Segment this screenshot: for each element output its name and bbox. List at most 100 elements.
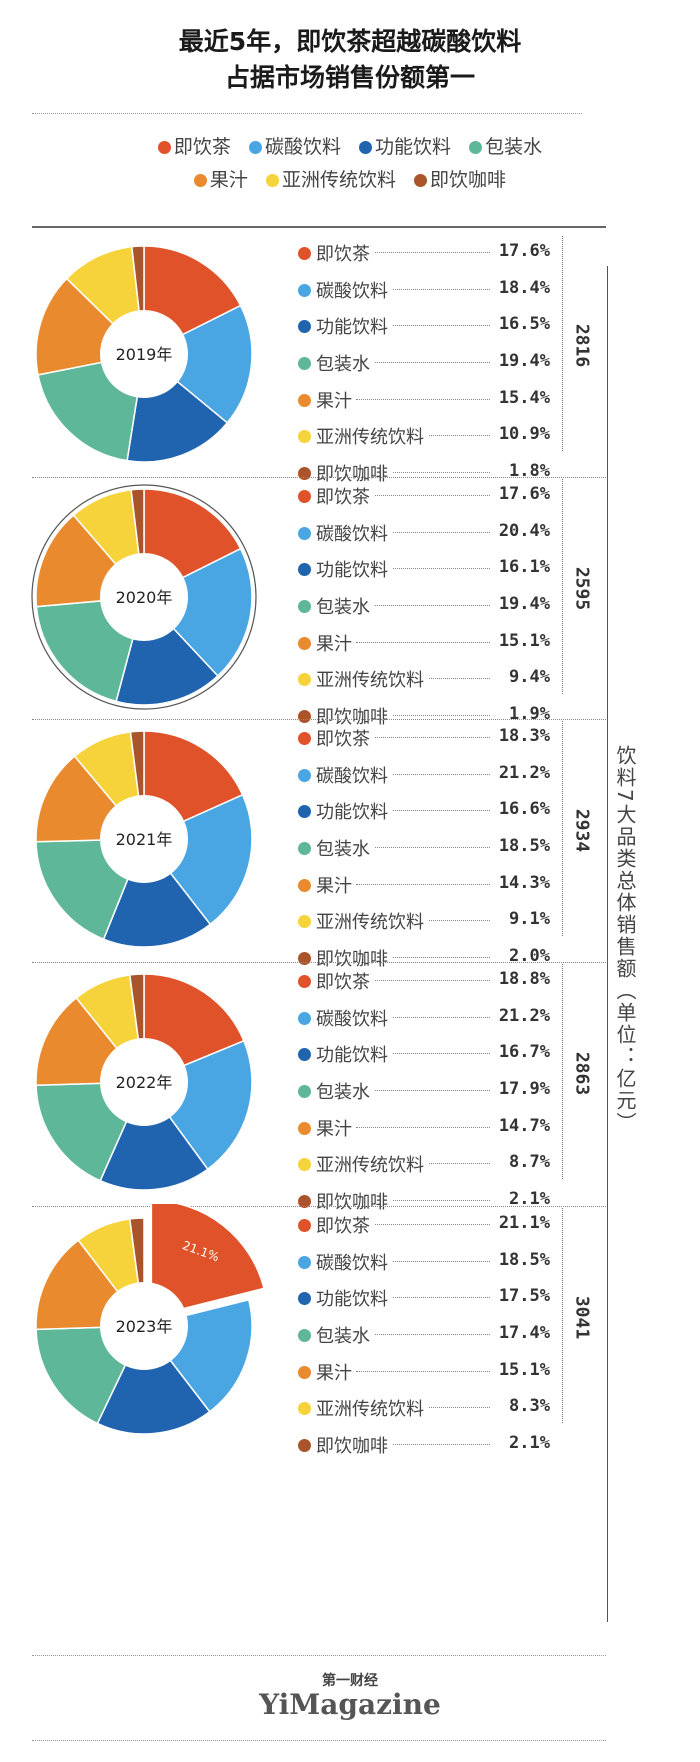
- leader-line: [356, 810, 490, 812]
- donut-hole: [100, 1038, 188, 1126]
- leader-line: [356, 252, 490, 253]
- row-swatch: [298, 805, 311, 819]
- row-category-label: 功能饮料: [316, 1285, 392, 1312]
- panel-legend-row: 即饮咖啡 2.1%: [296, 1430, 556, 1467]
- pie-slice-功能饮料: [96, 1324, 211, 1435]
- pie-outline-ring: [31, 484, 257, 710]
- row-swatch: [298, 975, 311, 988]
- row-percent-value: 2.0%: [509, 946, 550, 967]
- row-category-label: 果汁: [316, 871, 356, 898]
- row-percent-value: 2.1%: [509, 1189, 550, 1210]
- row-swatch: [298, 710, 311, 724]
- panel-legend-row: 功能饮料 16.1%: [296, 554, 556, 591]
- row-percent-value: 20.4%: [498, 520, 550, 541]
- donut-hole: [100, 553, 188, 641]
- leader-line: [356, 1334, 490, 1336]
- row-percent-value: 18.3%: [498, 726, 550, 746]
- legend-swatch: [193, 174, 207, 187]
- row-swatch: [298, 490, 311, 503]
- legend-label: 包装水: [485, 136, 543, 158]
- pie-slice-功能饮料: [99, 1080, 209, 1191]
- row-category-label: 果汁: [316, 1114, 356, 1141]
- panel-legend-row: 碳酸饮料 21.2%: [296, 1003, 556, 1040]
- row-category-label: 碳酸饮料: [316, 276, 392, 303]
- row-swatch: [298, 842, 311, 856]
- chart-title-line1: 最近5年，即饮茶超越碳酸饮料: [178, 27, 522, 56]
- panel-legend-row: 碳酸饮料 20.4%: [296, 518, 556, 555]
- panel-total-sales: 2816: [571, 323, 593, 368]
- row-percent-value: 18.5%: [498, 836, 550, 857]
- panel-legend-row: 即饮茶 18.8%: [296, 966, 556, 1003]
- row-percent-value: 19.4%: [498, 594, 550, 615]
- leader-line: [356, 568, 490, 570]
- donut-chart-2021年: 2021年: [35, 730, 253, 948]
- panel-legend-row: 果汁 15.1%: [296, 1357, 556, 1394]
- donut-center-year: 2019年: [116, 345, 173, 364]
- leader-line: [356, 715, 490, 717]
- row-category-label: 亚洲传统饮料: [316, 1151, 428, 1178]
- panel-legend-row: 包装水 17.4%: [296, 1320, 556, 1357]
- leader-line: [356, 325, 490, 327]
- panel-legend-list: 即饮茶 18.3% 碳酸饮料 21.2% 功能饮料 16.6% 包装水 18.5% 果汁 14.3…: [296, 723, 556, 980]
- panel-legend-row: 碳酸饮料 18.4%: [296, 275, 556, 312]
- panel-legend-row: 果汁 14.3%: [296, 870, 556, 907]
- panel-legend-row: 功能饮料 16.7%: [296, 1039, 556, 1076]
- panel-legend-row: 亚洲传统饮料 8.7%: [296, 1149, 556, 1186]
- panel-legend-list: 即饮茶 17.6% 碳酸饮料 20.4% 功能饮料 16.1% 包装水 19.4% 果汁 15.1…: [296, 481, 556, 738]
- panel-separator: [32, 962, 606, 963]
- row-category-label: 亚洲传统饮料: [316, 1395, 428, 1422]
- panel-legend-row: 亚洲传统饮料 8.3%: [296, 1393, 556, 1430]
- panel-total-sales: 2863: [571, 1051, 593, 1096]
- leader-line: [356, 531, 490, 533]
- leader-line: [356, 398, 490, 400]
- row-percent-value: 1.9%: [509, 704, 550, 725]
- pie-slice-碳酸饮料: [142, 304, 253, 424]
- leader-line: [356, 1126, 490, 1128]
- donut-center-year: 2021年: [116, 830, 173, 849]
- row-swatch: [298, 1292, 311, 1306]
- legend-label: 即饮咖啡: [430, 169, 507, 191]
- leader-line: [356, 1224, 490, 1225]
- row-category-label: 即饮茶: [316, 1212, 374, 1238]
- row-swatch: [298, 878, 311, 892]
- row-swatch: [298, 1439, 311, 1453]
- panel-separator: [32, 477, 606, 478]
- row-percent-value: 15.1%: [498, 1359, 550, 1380]
- row-percent-value: 17.5%: [498, 1286, 550, 1307]
- row-percent-value: 16.7%: [498, 1042, 550, 1063]
- legend-swatch: [248, 141, 262, 154]
- row-category-label: 即饮咖啡: [316, 1188, 392, 1215]
- row-swatch: [298, 1158, 311, 1172]
- legend-item: 功能饮料: [359, 132, 451, 159]
- donut-center-year: 2020年: [116, 588, 173, 607]
- panel-legend-row: 碳酸饮料 21.2%: [296, 760, 556, 797]
- row-percent-value: 21.2%: [498, 762, 550, 783]
- panel-legend-row: 果汁 15.1%: [296, 628, 556, 665]
- row-percent-value: 17.6%: [498, 484, 550, 504]
- legend-swatch: [469, 141, 483, 154]
- row-swatch: [298, 600, 311, 614]
- row-swatch: [298, 467, 311, 481]
- panel-legend-row: 果汁 14.7%: [296, 1113, 556, 1150]
- leader-line: [356, 288, 490, 290]
- row-percent-value: 16.6%: [498, 799, 550, 820]
- legend-item: 即饮咖啡: [414, 165, 506, 192]
- row-percent-value: 17.9%: [498, 1079, 550, 1100]
- row-swatch: [298, 430, 311, 444]
- leader-line: [356, 1016, 490, 1018]
- chart-title-line2: 占据市场销售份额第一: [224, 63, 475, 92]
- leader-line: [356, 472, 490, 474]
- row-category-label: 即饮茶: [316, 725, 374, 751]
- panel-legend-list: 即饮茶 17.6% 碳酸饮料 18.4% 功能饮料 16.5% 包装水 19.4% 果汁 15.4…: [296, 238, 556, 495]
- legend-item: 包装水: [469, 132, 542, 159]
- donut-hole: [100, 1282, 188, 1370]
- total-axis-bar: [607, 266, 608, 1622]
- row-percent-value: 18.4%: [498, 277, 550, 298]
- legend-label: 功能饮料: [375, 136, 452, 158]
- row-category-label: 果汁: [316, 1358, 356, 1385]
- row-percent-value: 16.1%: [498, 557, 550, 578]
- row-category-label: 碳酸饮料: [316, 1004, 392, 1031]
- row-swatch: [298, 673, 311, 687]
- row-swatch: [298, 1365, 311, 1379]
- row-swatch: [298, 393, 311, 407]
